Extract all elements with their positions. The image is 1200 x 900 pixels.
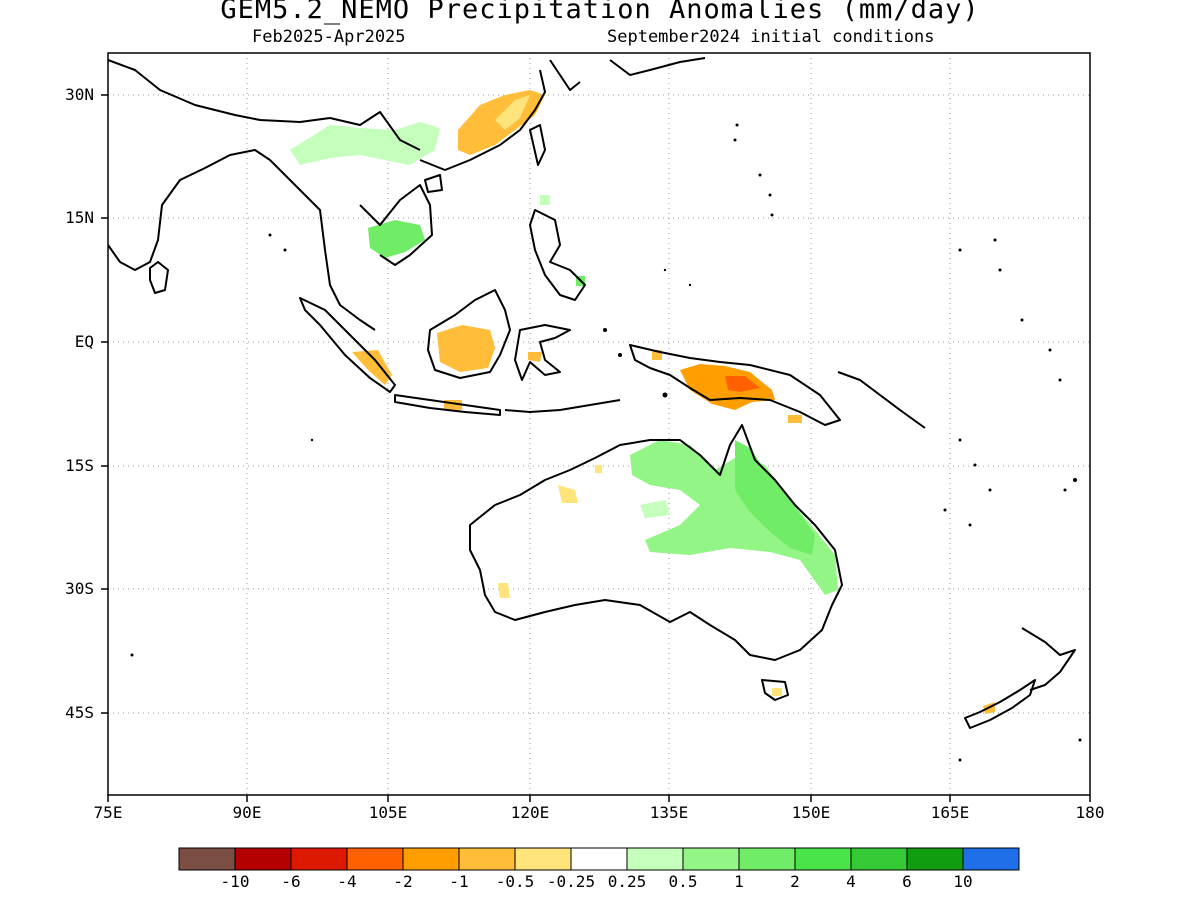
- map-frame: [107, 52, 1091, 796]
- coast-lesser-sunda: [504, 399, 621, 413]
- map-frame-bg: [108, 53, 1090, 795]
- coast-sulawesi: [514, 324, 571, 381]
- coast-borneo: [427, 289, 511, 379]
- axis-ticks: [101, 94, 1091, 802]
- coast-philippines: [529, 209, 586, 301]
- colorbar-swatch: [794, 847, 852, 871]
- coast-myanmar-malaya: [269, 159, 376, 331]
- dry-anomaly-wa: [498, 583, 510, 598]
- coast-solomons: [837, 371, 926, 429]
- initial-conditions: September2024 initial conditions: [607, 27, 935, 47]
- dry-anomaly-top-end: [595, 465, 602, 473]
- colorbar-label: 0.5: [668, 872, 698, 891]
- wet-anomaly-indochina: [368, 220, 425, 258]
- coast-tasmania: [761, 679, 789, 701]
- wet-anomaly-queensland: [735, 440, 815, 555]
- y-tick-label: 30S: [65, 579, 94, 598]
- coast-india: [108, 149, 271, 271]
- colorbar-label: 0.25: [607, 872, 647, 891]
- colorbar-swatch: [906, 847, 964, 871]
- y-tick-label: 15N: [65, 208, 94, 227]
- x-tick-label: 135E: [649, 803, 689, 822]
- colorbar-swatch: [570, 847, 628, 871]
- wet-anomaly-australia-interior: [640, 500, 670, 518]
- x-tick-label: 75E: [93, 803, 123, 822]
- dry-anomaly-png-east: [788, 415, 802, 423]
- colorbar-label: -0.25: [546, 872, 596, 891]
- x-tick-label: 165E: [930, 803, 970, 822]
- y-tick-label: 30N: [65, 85, 94, 104]
- dry-anomaly-sumatra: [352, 350, 392, 385]
- dry-anomaly-tasmania: [772, 688, 782, 696]
- colorbar-swatch: [514, 847, 572, 871]
- coast-new-guinea: [629, 344, 841, 426]
- anomaly-shading: [290, 90, 995, 714]
- x-tick-label: 105E: [368, 803, 408, 822]
- dry-anomaly-new-guinea-core: [725, 376, 760, 392]
- y-tick-label: 15S: [65, 456, 94, 475]
- colorbar-swatch: [626, 847, 684, 871]
- x-tick-label: 90E: [232, 803, 262, 822]
- coast-hainan: [424, 174, 443, 193]
- coastlines: [108, 57, 1076, 729]
- dry-anomaly-se-china-light: [495, 95, 530, 130]
- x-tick-label: 120E: [510, 803, 550, 822]
- x-tick-label: 150E: [791, 803, 831, 822]
- coast-china: [419, 69, 546, 171]
- colorbar-label: -0.5: [495, 872, 535, 891]
- colorbar-label: 1: [734, 872, 744, 891]
- border-himalaya: [108, 59, 421, 151]
- colorbar-swatch: [234, 847, 292, 871]
- colorbar-swatch: [458, 847, 516, 871]
- colorbar-label: -1: [449, 872, 469, 891]
- coast-korea: [549, 59, 581, 91]
- coast-java: [394, 394, 501, 416]
- wet-anomaly-australia-north: [630, 440, 838, 595]
- coast-sumatra: [299, 297, 396, 393]
- coast-australia: [469, 424, 843, 661]
- colorbar-swatch: [738, 847, 796, 871]
- forecast-period: Feb2025-Apr2025: [252, 27, 406, 47]
- coast-sri-lanka: [149, 261, 169, 294]
- y-tick-label: 45S: [65, 703, 94, 722]
- colorbar-swatch: [290, 847, 348, 871]
- wet-anomaly-taiwan: [540, 195, 550, 205]
- colorbar-swatch: [962, 847, 1020, 871]
- dry-anomaly-sulawesi: [528, 352, 542, 362]
- coast-nz-north: [1021, 627, 1076, 691]
- pacific-islands: [130, 123, 1082, 762]
- dry-anomaly-borneo: [437, 325, 495, 372]
- colorbar-swatch: [346, 847, 404, 871]
- colorbar-swatch: [402, 847, 460, 871]
- colorbar-label: -2: [393, 872, 413, 891]
- colorbar-swatch: [682, 847, 740, 871]
- coast-japan: [609, 57, 706, 76]
- colorbar: [178, 847, 1020, 871]
- x-tick-label: 180: [1075, 803, 1105, 822]
- y-tick-label: EQ: [74, 332, 94, 351]
- coast-nz-south: [964, 679, 1036, 729]
- colorbar-label: -10: [220, 872, 250, 891]
- coast-indochina: [359, 184, 433, 266]
- wet-anomaly-south-china: [290, 122, 440, 165]
- colorbar-swatch: [178, 847, 236, 871]
- colorbar-label: 4: [846, 872, 856, 891]
- colorbar-label: 2: [790, 872, 800, 891]
- colorbar-label: -4: [337, 872, 357, 891]
- colorbar-swatch: [850, 847, 908, 871]
- coast-taiwan: [529, 124, 546, 166]
- colorbar-label: -6: [281, 872, 301, 891]
- colorbar-label: 10: [953, 872, 973, 891]
- colorbar-label: 6: [902, 872, 912, 891]
- map-title: GEM5.2_NEMO Precipitation Anomalies (mm/…: [220, 0, 980, 25]
- dry-anomaly-kimberley: [558, 485, 578, 503]
